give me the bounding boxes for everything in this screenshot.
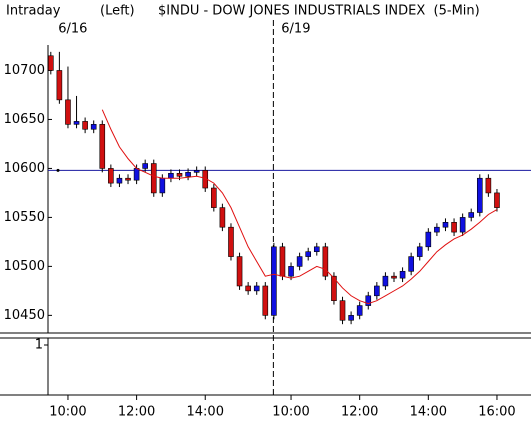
x-tick-label: 16:00	[478, 405, 515, 420]
y-tick-label: 10650	[4, 112, 45, 127]
candle-body	[47, 55, 54, 71]
candle-body	[485, 177, 492, 194]
candle-body	[296, 256, 303, 267]
chart-title: $INDU - DOW JONES INDUSTRIALS INDEX (5-M…	[158, 4, 480, 19]
last-price-marker	[56, 168, 60, 172]
x-tick-label: 14:00	[410, 405, 447, 420]
chart-mode: Intraday	[6, 4, 61, 19]
y-tick-label: 10600	[4, 161, 45, 176]
y-tick-label: 10500	[4, 259, 45, 274]
x-tick-label: 10:00	[49, 405, 86, 420]
candle-body	[476, 177, 483, 213]
candle-body	[434, 226, 440, 233]
session-date: 6/16	[58, 22, 87, 37]
candle-body	[56, 70, 63, 101]
candle-body	[65, 99, 71, 125]
candle-body	[245, 285, 251, 292]
candle-body	[219, 207, 226, 228]
candle-body	[425, 231, 432, 248]
candle-body	[494, 192, 500, 208]
candle-body	[271, 246, 277, 316]
candle-body	[73, 121, 80, 125]
y-tick-label: 10700	[4, 63, 45, 78]
candle-body	[108, 168, 114, 184]
candle-body	[279, 246, 286, 277]
candle-body	[150, 163, 157, 194]
candle-body	[176, 173, 183, 177]
candle-body	[313, 246, 320, 252]
candle-body	[408, 256, 414, 272]
candle-body	[253, 285, 260, 292]
candle-body	[90, 124, 97, 130]
candle-body	[236, 256, 243, 287]
candle-body	[288, 266, 294, 277]
moving-average	[101, 109, 498, 305]
candle-body	[133, 168, 140, 181]
candle-body	[193, 170, 200, 173]
candle-body	[442, 222, 449, 228]
candle-body	[211, 187, 217, 208]
candle-body	[322, 246, 329, 277]
candle-body	[365, 295, 372, 306]
candle-body	[262, 285, 269, 316]
candle-body	[142, 163, 148, 169]
x-tick-label: 12:00	[118, 405, 155, 420]
candle-body	[99, 124, 106, 169]
candle-body	[451, 222, 457, 233]
candle-body	[356, 305, 363, 316]
candle-body	[459, 217, 466, 233]
y-tick-label: 10450	[4, 308, 45, 323]
candle-body	[348, 315, 354, 321]
candle-body	[331, 275, 337, 301]
x-tick-label: 10:00	[272, 405, 309, 420]
candle-body	[416, 246, 423, 257]
axis-side: (Left)	[100, 4, 135, 19]
candle-body	[116, 177, 123, 184]
candle-body	[228, 226, 234, 257]
session-date: 6/19	[281, 22, 310, 37]
candle-body	[159, 177, 166, 194]
x-tick-label: 14:00	[187, 405, 224, 420]
x-tick-label: 12:00	[341, 405, 378, 420]
candle-body	[339, 300, 346, 321]
candle-body	[399, 270, 406, 279]
candle-body	[185, 172, 191, 177]
candle-body	[382, 275, 389, 287]
y-tick-label: 10550	[4, 210, 45, 225]
candle-body	[391, 275, 397, 279]
candle-body	[168, 173, 174, 179]
lower-y-tick-label: 1	[35, 338, 43, 353]
candle-body	[468, 212, 475, 218]
candle-body	[305, 251, 312, 257]
candle-body	[125, 177, 131, 181]
candle-body	[374, 285, 380, 297]
candle-body	[82, 121, 88, 130]
